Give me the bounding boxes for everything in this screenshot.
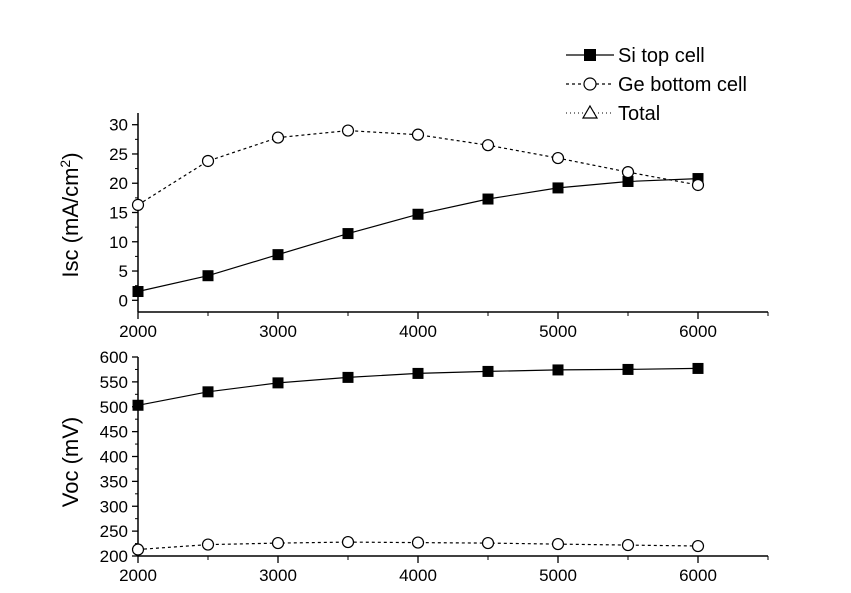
legend-label-total: Total — [618, 103, 660, 125]
isc-point-si — [272, 249, 284, 261]
voc-y-tick-label: 200 — [100, 547, 128, 566]
voc-y-tick-label: 600 — [100, 348, 128, 367]
voc-point-ge — [131, 543, 145, 556]
isc-point-ge — [691, 178, 705, 192]
voc-x-tick-label: 3000 — [259, 566, 297, 585]
legend-entry-ge: Ge bottom cell — [566, 74, 747, 96]
legend-marker-open-triangle — [581, 104, 599, 119]
voc-point-si — [622, 363, 634, 375]
isc-y-tick-label: 30 — [109, 116, 128, 135]
isc-y-tick-label: 0 — [119, 291, 128, 310]
voc-point-si — [132, 399, 144, 411]
voc-point-ge — [551, 537, 565, 551]
voc-point-ge — [201, 538, 215, 551]
legend-entry-si: Si top cell — [566, 45, 705, 67]
isc-point-ge — [411, 128, 425, 141]
voc-y-tick-label: 350 — [100, 472, 128, 491]
voc-point-ge — [691, 539, 705, 553]
isc-point-si — [202, 270, 214, 282]
isc-y-tick-label: 15 — [109, 204, 128, 223]
isc-panel: 0 5 10 15 20 25 30 2000 3000 4000 5000 6000 — [109, 113, 769, 341]
isc-point-si — [342, 228, 354, 240]
isc-y-tick-label: 5 — [119, 262, 128, 281]
voc-y-tick-label: 300 — [100, 497, 128, 516]
voc-point-si — [482, 365, 494, 377]
voc-x-tick-label: 4000 — [399, 566, 437, 585]
voc-y-tick-label: 400 — [100, 448, 128, 467]
isc-point-ge — [131, 198, 145, 211]
legend: Si top cell Ge bottom cell Total — [566, 45, 747, 125]
voc-point-si — [412, 367, 424, 379]
isc-series-line-ge — [137, 129, 699, 206]
legend-entry-total: Total — [566, 103, 660, 125]
legend-marker-filled-square — [584, 49, 596, 61]
isc-x-tick-label: 4000 — [399, 322, 437, 341]
voc-y-tick-label: 250 — [100, 522, 128, 541]
isc-point-ge — [551, 151, 565, 165]
voc-y-tick-label: 500 — [100, 398, 128, 417]
isc-point-ge — [201, 154, 215, 168]
isc-axis-title: Isc (mA/cm2) — [57, 152, 83, 277]
isc-point-ge — [621, 166, 635, 179]
voc-point-ge — [621, 538, 635, 552]
isc-y-tick-label: 25 — [109, 145, 128, 164]
voc-point-si — [692, 362, 704, 374]
isc-point-si — [412, 208, 424, 220]
voc-point-si — [552, 364, 564, 376]
isc-x-tick-label: 6000 — [679, 322, 717, 341]
voc-x-tick-label: 2000 — [119, 566, 157, 585]
voc-x-tick-label: 5000 — [539, 566, 577, 585]
legend-marker-open-circle — [583, 77, 597, 91]
isc-point-si — [692, 173, 704, 185]
isc-point-si — [132, 286, 144, 298]
voc-point-si — [342, 371, 354, 383]
voc-point-ge — [341, 535, 355, 549]
isc-x-tick-label: 5000 — [539, 322, 577, 341]
isc-y-tick-label: 10 — [109, 233, 128, 252]
voc-axis-title: Voc (mV) — [58, 417, 83, 507]
isc-point-si — [552, 182, 564, 194]
isc-point-ge — [481, 139, 495, 152]
isc-point-ge — [271, 131, 285, 144]
voc-panel: 200 250 300 350 400 450 500 550 600 2000 3000 4000 5… — [100, 348, 769, 585]
isc-point-si — [482, 193, 494, 205]
voc-point-ge — [271, 536, 285, 550]
voc-point-si — [272, 377, 284, 389]
voc-y-tick-label: 450 — [100, 423, 128, 442]
isc-point-si — [622, 175, 634, 187]
voc-point-ge — [481, 536, 495, 550]
voc-x-tick-label: 6000 — [679, 566, 717, 585]
isc-series-line-si — [137, 178, 699, 293]
voc-point-si — [202, 386, 214, 398]
isc-point-ge — [341, 124, 355, 137]
isc-x-tick-label: 2000 — [119, 322, 157, 341]
isc-y-tick-label: 20 — [109, 174, 128, 193]
legend-label-si: Si top cell — [618, 45, 705, 67]
legend-label-ge: Ge bottom cell — [618, 74, 747, 96]
voc-point-ge — [411, 536, 425, 549]
voc-y-tick-label: 550 — [100, 373, 128, 392]
isc-x-tick-label: 3000 — [259, 322, 297, 341]
